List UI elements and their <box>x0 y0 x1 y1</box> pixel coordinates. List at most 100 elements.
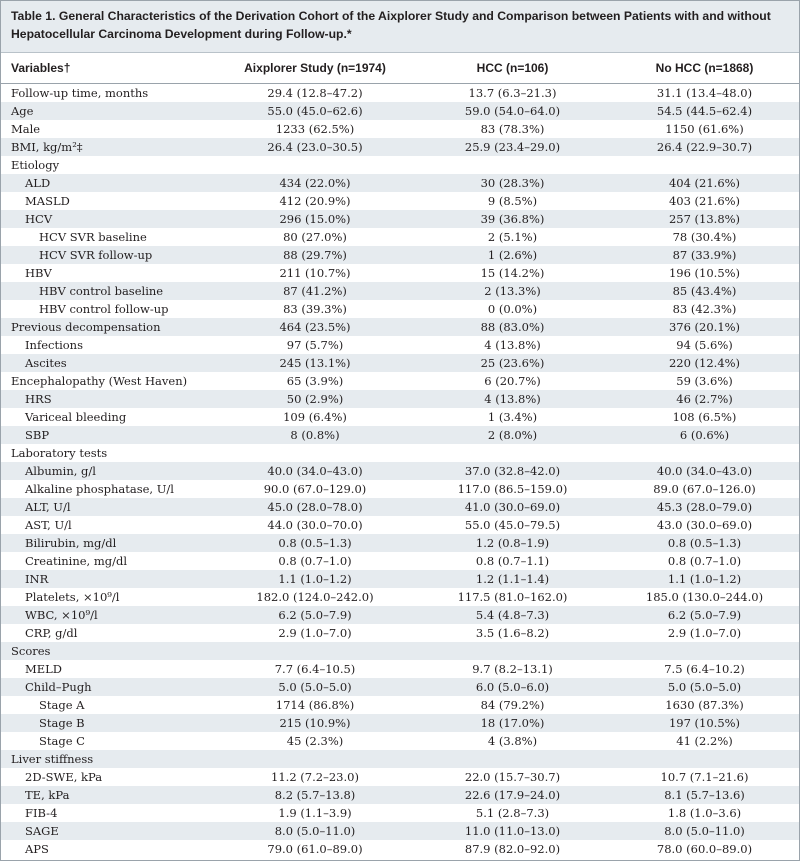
row-label: HRS <box>1 390 215 408</box>
cell-hcc: 5.1 (2.8–7.3) <box>415 804 610 822</box>
table-row: Previous decompensation 464 (23.5%) 88 (83… <box>1 318 799 336</box>
cell-hcc: 59.0 (54.0–64.0) <box>415 102 610 120</box>
cell-hcc: 2 (8.0%) <box>415 426 610 444</box>
row-label: MELD <box>1 660 215 678</box>
cell-no-hcc: 40.0 (34.0–43.0) <box>610 462 799 480</box>
table-row: SBP 8 (0.8%) 2 (8.0%) 6 (0.6%) <box>1 426 799 444</box>
row-label: Platelets, ×10⁹/l <box>1 588 215 606</box>
cell-hcc: 39 (36.8%) <box>415 210 610 228</box>
cell-hcc: 3.5 (1.6–8.2) <box>415 624 610 642</box>
table-row: Alkaline phosphatase, U/l 90.0 (67.0–129.… <box>1 480 799 498</box>
table-row: Albumin, g/l 40.0 (34.0–43.0) 37.0 (32.8–4… <box>1 462 799 480</box>
cell-no-hcc: 10.7 (7.1–21.6) <box>610 768 799 786</box>
cell-hcc: 22.6 (17.9–24.0) <box>415 786 610 804</box>
cell-hcc <box>415 444 610 462</box>
row-label: SBP <box>1 426 215 444</box>
cell-aixplorer: 296 (15.0%) <box>215 210 415 228</box>
cell-aixplorer: 182.0 (124.0–242.0) <box>215 588 415 606</box>
table-row: HBV 211 (10.7%) 15 (14.2%) 196 (10.5%) <box>1 264 799 282</box>
cell-aixplorer: 0.8 (0.7–1.0) <box>215 552 415 570</box>
cell-no-hcc: 1.1 (1.0–1.2) <box>610 570 799 588</box>
cell-no-hcc: 257 (13.8%) <box>610 210 799 228</box>
cell-no-hcc: 185.0 (130.0–244.0) <box>610 588 799 606</box>
table-row: INR 1.1 (1.0–1.2) 1.2 (1.1–1.4) 1.1 (1.0–1.… <box>1 570 799 588</box>
cell-hcc: 41.0 (30.0–69.0) <box>415 498 610 516</box>
header-aixplorer: Aixplorer Study (n=1974) <box>215 53 415 84</box>
table-row: HBV control baseline 87 (41.2%) 2 (13.3%) 8… <box>1 282 799 300</box>
row-label: ALD <box>1 174 215 192</box>
cell-aixplorer: 26.4 (23.0–30.5) <box>215 138 415 156</box>
row-label: ALT, U/l <box>1 498 215 516</box>
cell-hcc: 15 (14.2%) <box>415 264 610 282</box>
row-label: Encephalopathy (West Haven) <box>1 372 215 390</box>
cell-aixplorer: 80 (27.0%) <box>215 228 415 246</box>
cell-hcc: 25 (23.6%) <box>415 354 610 372</box>
cell-aixplorer: 88 (29.7%) <box>215 246 415 264</box>
row-label: 2D-SWE, kPa <box>1 768 215 786</box>
cell-no-hcc: 1630 (87.3%) <box>610 696 799 714</box>
table-row: Stage A 1714 (86.8%) 84 (79.2%) 1630 (87.3%… <box>1 696 799 714</box>
cell-no-hcc: 89.0 (67.0–126.0) <box>610 480 799 498</box>
cell-hcc: 1 (3.4%) <box>415 408 610 426</box>
cell-no-hcc: 404 (21.6%) <box>610 174 799 192</box>
cell-hcc: 11.0 (11.0–13.0) <box>415 822 610 840</box>
row-label: HBV <box>1 264 215 282</box>
cell-no-hcc: 8.0 (5.0–11.0) <box>610 822 799 840</box>
cell-aixplorer: 1.1 (1.0–1.2) <box>215 570 415 588</box>
cell-no-hcc: 43.0 (30.0–69.0) <box>610 516 799 534</box>
cell-aixplorer: 83 (39.3%) <box>215 300 415 318</box>
table-row: Stage C 45 (2.3%) 4 (3.8%) 41 (2.2%) <box>1 732 799 750</box>
cell-aixplorer: 464 (23.5%) <box>215 318 415 336</box>
row-label: MASLD <box>1 192 215 210</box>
cell-hcc: 117.5 (81.0–162.0) <box>415 588 610 606</box>
cell-aixplorer: 1714 (86.8%) <box>215 696 415 714</box>
table-row: Male 1233 (62.5%) 83 (78.3%) 1150 (61.6%) <box>1 120 799 138</box>
table-row: ALT, U/l 45.0 (28.0–78.0) 41.0 (30.0–69.0)… <box>1 498 799 516</box>
cell-hcc <box>415 642 610 660</box>
table-row: Child–Pugh 5.0 (5.0–5.0) 6.0 (5.0–6.0) 5.0 … <box>1 678 799 696</box>
row-label: HCV SVR follow-up <box>1 246 215 264</box>
row-label: HBV control baseline <box>1 282 215 300</box>
cell-no-hcc: 1.8 (1.0–3.6) <box>610 804 799 822</box>
cell-no-hcc <box>610 642 799 660</box>
cell-aixplorer: 29.4 (12.8–47.2) <box>215 83 415 102</box>
cell-aixplorer: 1.9 (1.1–3.9) <box>215 804 415 822</box>
cell-no-hcc: 87 (33.9%) <box>610 246 799 264</box>
cell-aixplorer: 55.0 (45.0–62.6) <box>215 102 415 120</box>
table-row: HCV SVR follow-up 88 (29.7%) 1 (2.6%) 87 (3… <box>1 246 799 264</box>
cell-aixplorer: 2.9 (1.0–7.0) <box>215 624 415 642</box>
cell-no-hcc: 8.1 (5.7–13.6) <box>610 786 799 804</box>
cell-no-hcc <box>610 444 799 462</box>
row-label: TE, kPa <box>1 786 215 804</box>
cell-hcc: 84 (79.2%) <box>415 696 610 714</box>
row-label: Stage B <box>1 714 215 732</box>
cell-aixplorer: 44.0 (30.0–70.0) <box>215 516 415 534</box>
table-row: SAGE 8.0 (5.0–11.0) 11.0 (11.0–13.0) 8.0 (5… <box>1 822 799 840</box>
header-hcc: HCC (n=106) <box>415 53 610 84</box>
cell-aixplorer: 45 (2.3%) <box>215 732 415 750</box>
cell-aixplorer <box>215 750 415 768</box>
cell-aixplorer: 65 (3.9%) <box>215 372 415 390</box>
table-caption: Table 1. General Characteristics of the … <box>1 1 799 53</box>
cell-hcc: 30 (28.3%) <box>415 174 610 192</box>
cell-aixplorer: 8.0 (5.0–11.0) <box>215 822 415 840</box>
table-row: Scores <box>1 642 799 660</box>
header-no-hcc: No HCC (n=1868) <box>610 53 799 84</box>
cell-aixplorer: 7.7 (6.4–10.5) <box>215 660 415 678</box>
cell-no-hcc: 2.9 (1.0–7.0) <box>610 624 799 642</box>
cell-hcc: 2 (5.1%) <box>415 228 610 246</box>
cell-no-hcc: 220 (12.4%) <box>610 354 799 372</box>
row-label: Etiology <box>1 156 215 174</box>
row-label: Child–Pugh <box>1 678 215 696</box>
row-label: Bilirubin, mg/dl <box>1 534 215 552</box>
cell-aixplorer: 6.2 (5.0–7.9) <box>215 606 415 624</box>
cell-hcc: 4 (13.8%) <box>415 390 610 408</box>
row-label: CRP, g/dl <box>1 624 215 642</box>
cell-hcc: 22.0 (15.7–30.7) <box>415 768 610 786</box>
table-row: Platelets, ×10⁹/l 182.0 (124.0–242.0) 117.… <box>1 588 799 606</box>
cell-no-hcc: 45.3 (28.0–79.0) <box>610 498 799 516</box>
table-row: MASLD 412 (20.9%) 9 (8.5%) 403 (21.6%) <box>1 192 799 210</box>
table-row: WBC, ×10⁹/l 6.2 (5.0–7.9) 5.4 (4.8–7.3) 6.2… <box>1 606 799 624</box>
table-row: HBV control follow-up 83 (39.3%) 0 (0.0%) 8… <box>1 300 799 318</box>
row-label: HCV SVR baseline <box>1 228 215 246</box>
